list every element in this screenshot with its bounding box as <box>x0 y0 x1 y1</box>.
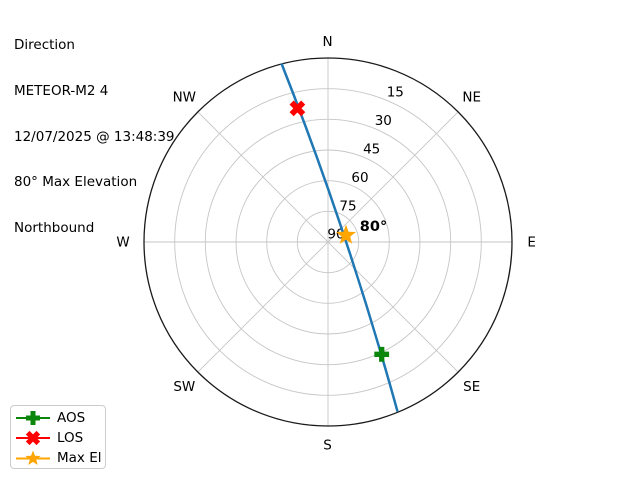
pass-direction-text: Northbound <box>14 219 95 236</box>
max-elevation-text: 80° Max Elevation <box>14 174 138 191</box>
ring-label-90: 90 <box>327 227 344 243</box>
compass-label-se: SE <box>463 379 480 395</box>
compass-label-s: S <box>323 437 332 453</box>
legend-label-los: LOS <box>57 430 84 446</box>
aos-plus-icon <box>16 411 50 425</box>
ring-label-30: 30 <box>375 113 392 129</box>
ring-label-75: 75 <box>339 199 356 215</box>
legend-label-aos: AOS <box>57 410 86 426</box>
satellite-name: METEOR-M2 4 <box>14 83 109 100</box>
compass-label-sw: SW <box>173 379 195 395</box>
max-el-star-icon <box>16 450 50 465</box>
los-x-marker-icon <box>289 100 306 117</box>
legend: AOS LOS Max El <box>10 405 106 469</box>
pass-info-block: Direction METEOR-M2 4 12/07/2025 @ 13:48… <box>14 8 175 266</box>
compass-label-e: E <box>527 234 536 250</box>
horizon-circle <box>143 57 513 427</box>
grid-ring-60 <box>266 180 390 304</box>
polar-grid <box>144 58 512 426</box>
compass-labels: N NE E SE S SW W NW <box>116 34 536 453</box>
elevation-tick-labels: 15 30 45 60 75 90 <box>327 85 403 243</box>
ring-label-45: 45 <box>363 142 380 158</box>
ring-label-15: 15 <box>387 85 404 101</box>
compass-label-w: W <box>116 234 129 250</box>
pass-markers <box>289 100 390 362</box>
compass-label-nw: NW <box>173 90 196 106</box>
legend-item-aos: AOS <box>15 408 105 428</box>
legend-item-los: LOS <box>15 428 105 448</box>
plot-title: Direction <box>14 37 75 54</box>
compass-label-n: N <box>322 34 332 50</box>
grid-ring-45 <box>235 149 421 335</box>
grid-ring-75 <box>296 210 360 274</box>
legend-item-maxel: Max El <box>15 448 105 468</box>
pass-timestamp: 12/07/2025 @ 13:48:39 <box>14 128 175 145</box>
aos-plus-marker-icon <box>374 346 390 362</box>
max-el-annotation: 80° <box>360 219 387 235</box>
grid-ring-15 <box>174 88 482 396</box>
grid-ring-30 <box>204 118 452 366</box>
los-x-icon <box>16 430 50 446</box>
max-el-star-marker-icon <box>336 224 356 244</box>
ring-label-60: 60 <box>351 170 368 186</box>
legend-label-maxel: Max El <box>57 450 102 466</box>
compass-label-ne: NE <box>462 90 481 106</box>
